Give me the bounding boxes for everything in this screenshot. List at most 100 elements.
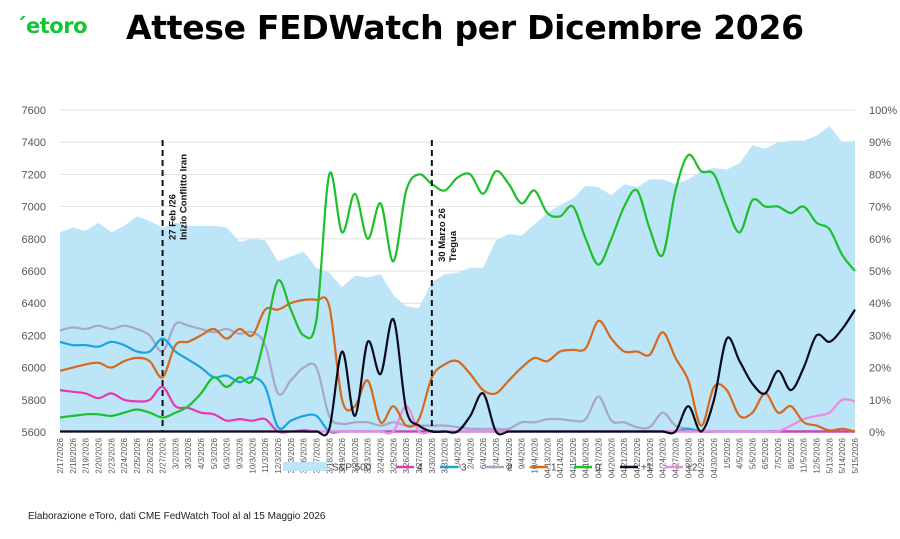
x-tick-label: 2/17/2026 bbox=[56, 437, 65, 473]
x-tick-label: 3/2/2026 bbox=[171, 437, 180, 469]
x-tick-label: 2/27/2026 bbox=[159, 437, 168, 473]
y-tick-right: 0% bbox=[869, 427, 885, 439]
x-tick-label: 3/17/2026 bbox=[312, 437, 321, 473]
annotation-label: Inizio Conflitto Iran bbox=[179, 154, 190, 240]
x-tick-label: 2/25/2026 bbox=[133, 437, 142, 473]
x-tick-label: 6/4/2026 bbox=[479, 437, 488, 469]
legend-label: 1 bbox=[551, 463, 557, 474]
x-tick-label: 3/25/2026 bbox=[389, 437, 398, 473]
x-tick-label: 3/30/2026 bbox=[428, 437, 437, 473]
legend-label: +2 bbox=[686, 463, 698, 474]
x-tick-label: 3/27/2026 bbox=[415, 437, 424, 473]
x-tick-label: 04/27/2026 bbox=[671, 437, 680, 478]
annotation-label: Tregua bbox=[448, 230, 459, 262]
x-tick-label: 2/19/2026 bbox=[82, 437, 91, 473]
x-tick-label: 8/5/2026 bbox=[787, 437, 796, 469]
x-tick-label: 3/13/2026 bbox=[287, 437, 296, 473]
x-tick-label: 3/26/2026 bbox=[402, 437, 411, 473]
y-tick-right: 70% bbox=[869, 202, 891, 214]
x-tick-label: 4/5/2026 bbox=[736, 437, 745, 469]
y-tick-left: 5800 bbox=[22, 395, 46, 407]
x-tick-label: 7/4/2026 bbox=[492, 437, 501, 469]
x-tick-label: 3/16/2026 bbox=[300, 437, 309, 473]
x-tick-label: 11/5/2026 bbox=[800, 437, 809, 473]
y-tick-left: 6200 bbox=[22, 330, 46, 342]
x-tick-label: 2/26/2026 bbox=[146, 437, 155, 473]
x-tick-label: 04/28/2026 bbox=[684, 437, 693, 478]
y-tick-left: 7000 bbox=[22, 202, 46, 214]
x-tick-label: 2/18/2026 bbox=[69, 437, 78, 473]
x-tick-label: 2/4/2026 bbox=[466, 437, 475, 469]
x-tick-label: 5/15/2026 bbox=[851, 437, 860, 473]
y-tick-right: 10% bbox=[869, 395, 891, 407]
x-tick-label: 8/4/2026 bbox=[505, 437, 514, 469]
annotation-lines: 27 Feb /26 Inizio Conflitto Iran 30 Marzo … bbox=[161, 140, 459, 432]
page-title: Attese FEDWatch per Dicembre 2026 bbox=[126, 8, 804, 47]
x-tick-label: 5/5/2026 bbox=[748, 437, 757, 469]
x-tick-label: 6/3/2026 bbox=[223, 437, 232, 469]
y-tick-right: 30% bbox=[869, 330, 891, 342]
y-tick-right: 50% bbox=[869, 266, 891, 278]
x-tick-label: 12/5/2026 bbox=[813, 437, 822, 473]
x-tick-label: 5/3/2026 bbox=[210, 437, 219, 469]
y-tick-right: 100% bbox=[869, 105, 897, 117]
legend-label: 0 bbox=[595, 463, 601, 474]
y-tick-left: 7400 bbox=[22, 137, 46, 149]
legend-label: 4 bbox=[417, 463, 423, 474]
x-tick-label: 04/14/2026 bbox=[556, 437, 565, 478]
y-tick-right: 80% bbox=[869, 169, 891, 181]
x-tick-label: 10/3/2026 bbox=[248, 437, 257, 473]
x-tick-label: 04/22/2026 bbox=[633, 437, 642, 478]
y-axis-left-ticks: 7600 7400 7200 7000 6800 6600 6400 6200 6000 5800… bbox=[22, 105, 46, 439]
x-tick-label: 2/23/2026 bbox=[107, 437, 116, 473]
legend-label: 3 bbox=[461, 463, 467, 474]
y-tick-left: 6000 bbox=[22, 363, 46, 375]
legend-swatch-sp500 bbox=[283, 462, 327, 471]
y-tick-left: 7200 bbox=[22, 169, 46, 181]
x-tick-label: 5/13/2026 bbox=[825, 437, 834, 473]
x-tick-label: 3/31/2026 bbox=[441, 437, 450, 473]
legend-label: +1 bbox=[641, 463, 653, 474]
y-tick-right: 40% bbox=[869, 298, 891, 310]
annotation-label: 30 Marzo 26 bbox=[437, 208, 448, 262]
x-tick-label: 3/23/2026 bbox=[364, 437, 373, 473]
annotation-label: 27 Feb /26 bbox=[168, 194, 179, 240]
y-tick-right: 90% bbox=[869, 137, 891, 149]
x-tick-label: 9/3/2026 bbox=[236, 437, 245, 469]
series-line-1 bbox=[59, 296, 856, 433]
series-area-sp500 bbox=[60, 126, 855, 432]
x-tick-label: 04/15/2026 bbox=[569, 437, 578, 478]
x-tick-label: 04/13/2026 bbox=[543, 437, 552, 478]
y-tick-left: 6800 bbox=[22, 234, 46, 246]
y-tick-right: 20% bbox=[869, 363, 891, 375]
x-tick-label: 3/24/2026 bbox=[377, 437, 386, 473]
x-tick-label: 04/30/2026 bbox=[710, 437, 719, 478]
x-tick-label: 04/20/2026 bbox=[607, 437, 616, 478]
y-tick-right: 60% bbox=[869, 234, 891, 246]
x-tick-label: 1/5/2026 bbox=[723, 437, 732, 469]
x-tick-label: 04/29/2026 bbox=[697, 437, 706, 478]
x-tick-label: 5/14/2026 bbox=[838, 437, 847, 473]
sp500-area bbox=[60, 126, 855, 432]
x-tick-label: 3/3/2026 bbox=[184, 437, 193, 469]
y-tick-left: 6600 bbox=[22, 266, 46, 278]
y-tick-left: 6400 bbox=[22, 298, 46, 310]
x-tick-label: 04/23/2026 bbox=[646, 437, 655, 478]
x-tick-label: 3/20/2026 bbox=[351, 437, 360, 473]
x-tick-label: 11/3/2026 bbox=[261, 437, 270, 473]
x-tick-label: 2/24/2026 bbox=[120, 437, 129, 473]
source-footnote: Elaborazione eToro, dati CME FedWatch To… bbox=[28, 511, 326, 522]
x-tick-label: 9/4/2026 bbox=[518, 437, 527, 469]
x-tick-label: 4/3/2026 bbox=[197, 437, 206, 469]
x-tick-label: 3/18/2026 bbox=[325, 437, 334, 473]
x-tick-label: 04/24/2026 bbox=[659, 437, 668, 478]
x-tick-label: 10/4/2026 bbox=[530, 437, 539, 473]
legend-label: S&P 500 bbox=[332, 463, 372, 474]
y-tick-left: 5600 bbox=[22, 427, 46, 439]
y-axis-right-ticks: 100% 90% 80% 70% 60% 50% 40% 30% 20% 10% 0% bbox=[869, 105, 897, 439]
x-tick-label: 2/20/2026 bbox=[94, 437, 103, 473]
x-tick-label: 1/4/2026 bbox=[454, 437, 463, 469]
legend: S&P 500 4 3 2 1 0 +1 +2 bbox=[283, 462, 698, 474]
x-tick-label: 3/19/2026 bbox=[338, 437, 347, 473]
